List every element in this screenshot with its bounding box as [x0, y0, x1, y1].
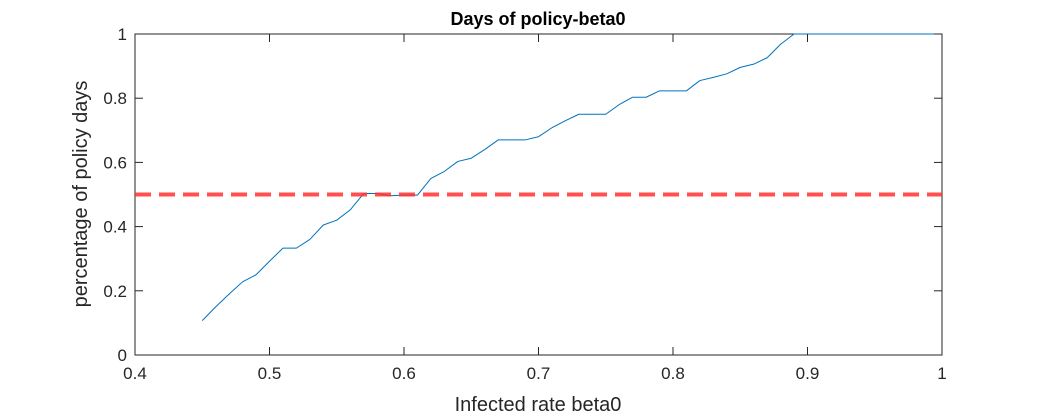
y-axis-title: percentage of policy days [70, 81, 92, 308]
x-tick-label: 0.7 [527, 364, 551, 383]
x-tick-label: 1 [937, 364, 946, 383]
ticks-layer: 0.4 0.5 0.6 0.7 0.8 0.9 1 0 0.2 0.4 0.6 0.8 1 [103, 25, 946, 383]
x-tick-label: 0.9 [796, 364, 820, 383]
x-tick-label: 0.4 [123, 364, 147, 383]
chart-title: Days of policy-beta0 [450, 9, 625, 29]
y-tick-label: 0.4 [103, 218, 127, 237]
x-tick-label: 0.8 [661, 364, 685, 383]
y-tick-label: 1 [118, 25, 127, 44]
y-tick-label: 0.8 [103, 89, 127, 108]
x-tick-label: 0.6 [392, 364, 416, 383]
x-axis-title: Infected rate beta0 [455, 394, 622, 416]
series-layer [135, 33, 942, 321]
x-tick-label: 0.5 [258, 364, 282, 383]
y-tick-label: 0.2 [103, 282, 127, 301]
y-tick-label: 0 [118, 346, 127, 365]
y-tick-label: 0.6 [103, 153, 127, 172]
series-line [201, 33, 942, 321]
